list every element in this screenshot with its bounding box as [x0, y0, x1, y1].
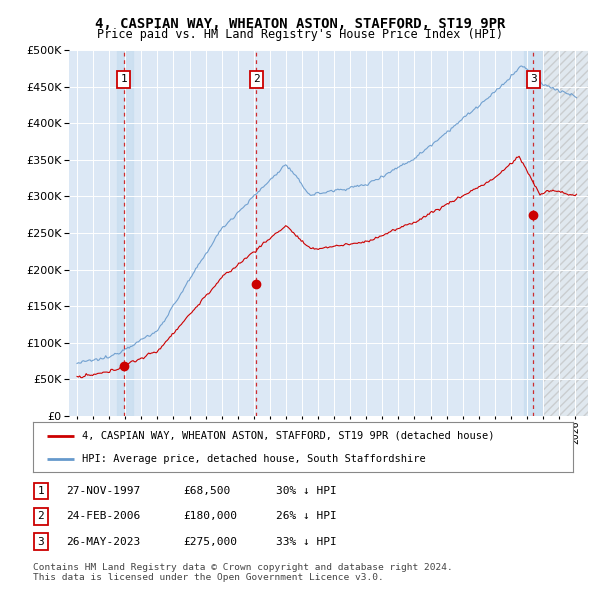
Text: 4, CASPIAN WAY, WHEATON ASTON, STAFFORD, ST19 9PR (detached house): 4, CASPIAN WAY, WHEATON ASTON, STAFFORD,…: [82, 431, 494, 441]
Text: 3: 3: [37, 537, 44, 546]
Text: 26-MAY-2023: 26-MAY-2023: [66, 537, 140, 546]
Text: 4, CASPIAN WAY, WHEATON ASTON, STAFFORD, ST19 9PR: 4, CASPIAN WAY, WHEATON ASTON, STAFFORD,…: [95, 17, 505, 31]
Text: 1: 1: [120, 74, 127, 84]
Text: 27-NOV-1997: 27-NOV-1997: [66, 486, 140, 496]
Text: 26% ↓ HPI: 26% ↓ HPI: [276, 512, 337, 521]
Text: 2: 2: [253, 74, 260, 84]
Text: £275,000: £275,000: [183, 537, 237, 546]
Text: £68,500: £68,500: [183, 486, 230, 496]
Text: 3: 3: [530, 74, 537, 84]
Text: 24-FEB-2006: 24-FEB-2006: [66, 512, 140, 521]
Bar: [543, 50, 600, 416]
Text: HPI: Average price, detached house, South Staffordshire: HPI: Average price, detached house, Sout…: [82, 454, 425, 464]
Bar: [543, 50, 600, 416]
Text: Contains HM Land Registry data © Crown copyright and database right 2024.
This d: Contains HM Land Registry data © Crown c…: [33, 563, 453, 582]
Text: 1: 1: [37, 486, 44, 496]
Bar: [117, 50, 133, 416]
Text: 2: 2: [37, 512, 44, 521]
Text: £180,000: £180,000: [183, 512, 237, 521]
Text: 30% ↓ HPI: 30% ↓ HPI: [276, 486, 337, 496]
Bar: [524, 50, 543, 416]
Text: 33% ↓ HPI: 33% ↓ HPI: [276, 537, 337, 546]
Text: Price paid vs. HM Land Registry's House Price Index (HPI): Price paid vs. HM Land Registry's House …: [97, 28, 503, 41]
